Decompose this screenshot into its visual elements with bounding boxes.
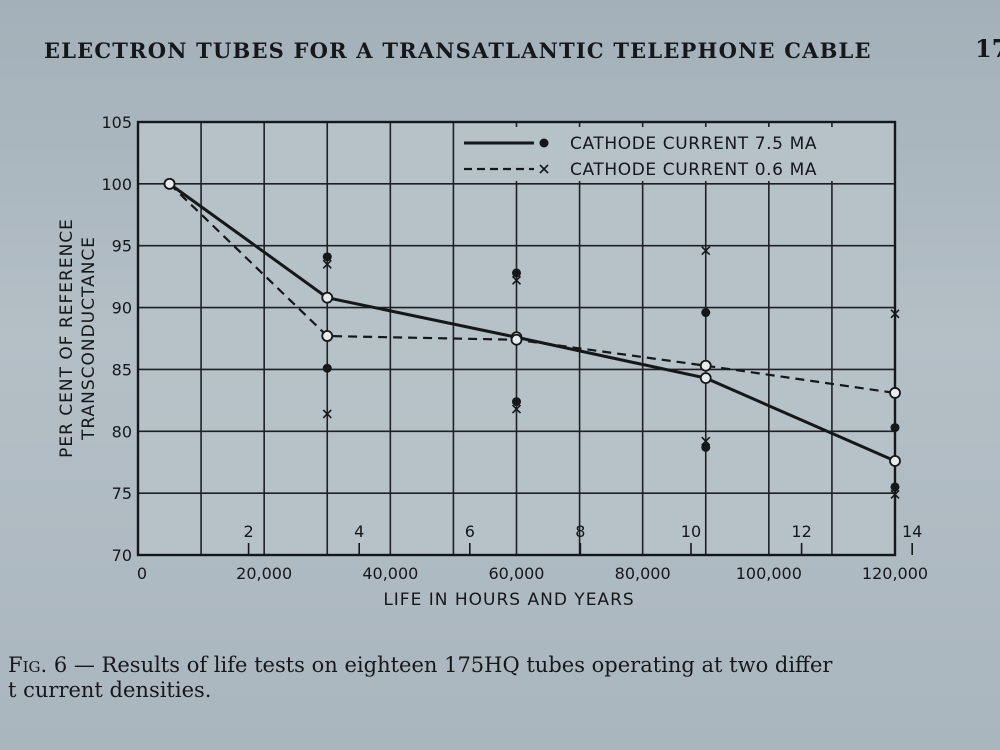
cross-stroke — [322, 259, 332, 269]
ticks-layer: 70 75 80 85 90 95 100 105 0 20,000 40,000 60,000 80,… — [101, 113, 928, 583]
y-tick-label: 100 — [101, 175, 132, 194]
series-layer — [163, 177, 901, 499]
cross-stroke — [511, 275, 522, 285]
cross-stroke — [322, 409, 332, 419]
y-tick-label: 105 — [101, 113, 132, 132]
year-tick-label: 10 — [681, 522, 701, 541]
x-tick-label: 40,000 — [362, 564, 418, 583]
legend-marker-cross — [539, 164, 549, 174]
y-axis-label-line2: TRANSCONDUCTANCE — [79, 236, 99, 441]
y-tick-label: 95 — [112, 237, 132, 256]
scatter-dot — [512, 397, 521, 407]
scatter-cross — [322, 259, 332, 269]
scatter-cross — [322, 409, 332, 419]
scatter-cross — [511, 275, 522, 285]
caption-text-line2: t current densities. — [8, 678, 212, 702]
legend-label-1: CATHODE CURRENT 7.5 MA — [570, 134, 817, 154]
scatter-dot — [512, 268, 521, 278]
year-tick-label: 6 — [465, 522, 475, 541]
x-tick-label: 120,000 — [862, 564, 928, 583]
scatter-dot — [701, 308, 711, 318]
mean-point — [510, 333, 523, 346]
x-axis-label: LIFE IN HOURS AND YEARS — [383, 590, 634, 610]
cross-stroke — [890, 489, 900, 499]
page-number: 17 — [975, 34, 1000, 63]
year-tick-label: 12 — [791, 522, 811, 541]
cross-stroke — [511, 404, 522, 414]
year-tick-label: 8 — [575, 522, 585, 541]
scatter-dot — [890, 423, 900, 433]
y-tick-label: 75 — [112, 484, 132, 503]
figure-caption: Fig. 6 — Results of life tests on eighte… — [8, 652, 998, 678]
scatter-cross — [890, 489, 900, 499]
mean-point — [889, 455, 901, 467]
y-tick-label: 85 — [112, 360, 132, 379]
scatter-dot — [322, 252, 332, 262]
legend-marker-dot — [539, 138, 549, 148]
figure-label: Fig. 6 — [8, 653, 68, 677]
scatter-dot — [322, 363, 332, 373]
y-tick-label: 80 — [112, 422, 132, 441]
running-title: ELECTRON TUBES FOR A TRANSATLANTIC TELEP… — [44, 38, 872, 63]
x-tick-label: 80,000 — [615, 564, 671, 583]
x-tick-label: 60,000 — [489, 564, 545, 583]
cross-stroke — [701, 436, 711, 446]
y-axis-label-line1: PER CENT OF REFERENCE — [57, 218, 77, 458]
scatter-dot — [701, 442, 711, 452]
mean-point — [321, 330, 334, 342]
year-tick-label: 2 — [244, 522, 254, 541]
x-tick-label: 100,000 — [736, 564, 802, 583]
year-tick-label: 14 — [902, 522, 922, 541]
y-tick-label: 70 — [112, 546, 132, 565]
cross-stroke — [890, 309, 900, 319]
legend-box — [455, 127, 885, 181]
legend: CATHODE CURRENT 7.5 MA CATHODE CURRENT 0.… — [455, 127, 885, 181]
caption-text-line1: — Results of life tests on eighteen 175H… — [67, 653, 833, 677]
mean-point — [699, 359, 712, 372]
scatter-cross — [701, 436, 711, 446]
plot-frame — [136, 120, 897, 557]
legend-label-2: CATHODE CURRENT 0.6 MA — [570, 160, 817, 180]
mean-point — [321, 291, 334, 304]
mean-point — [163, 177, 176, 190]
x-tick-label: 0 — [137, 564, 147, 583]
mean-point — [889, 387, 901, 399]
cross-stroke — [701, 246, 711, 256]
x-tick-label: 20,000 — [236, 564, 292, 583]
y-tick-label: 90 — [112, 299, 132, 318]
year-tick-label: 4 — [354, 522, 364, 541]
mean-point — [699, 372, 712, 384]
scatter-cross — [890, 309, 900, 319]
scatter-dot — [890, 482, 900, 492]
scatter-cross — [511, 404, 522, 414]
scatter-cross — [701, 246, 711, 256]
